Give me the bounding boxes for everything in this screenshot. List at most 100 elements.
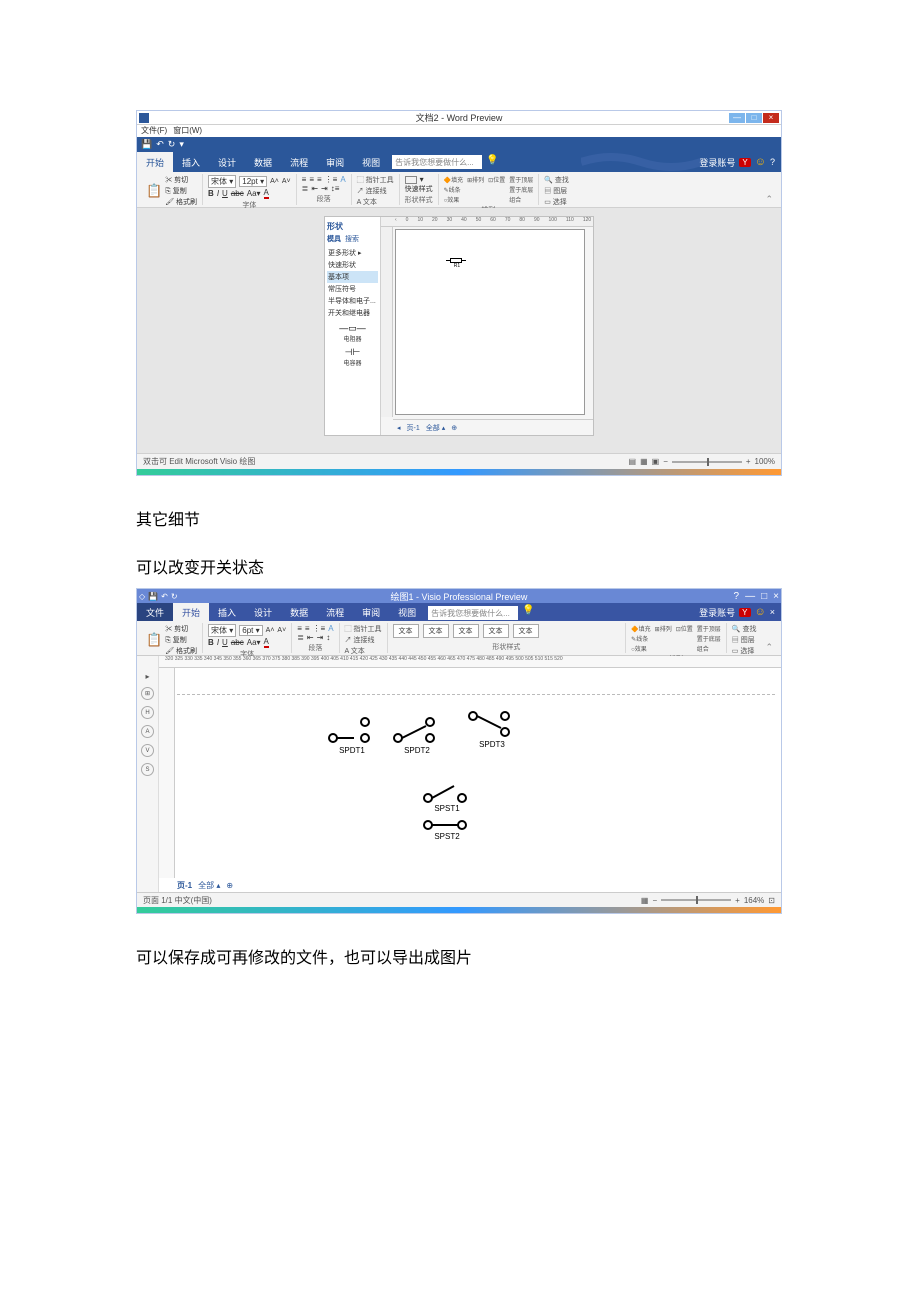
v-growfont-icon[interactable]: A˄ [266, 627, 275, 634]
v-drawing[interactable]: SPDT1SPDT2SPDT3SPST1SPST2 [177, 670, 775, 876]
style-icon[interactable]: A [340, 175, 345, 184]
align-center-icon[interactable]: ≡ [309, 175, 314, 184]
feedback-icon[interactable]: ☺ [755, 156, 766, 168]
help-icon[interactable]: ? [770, 157, 775, 167]
page-tab-1[interactable]: 页-1 [407, 423, 420, 433]
shape-capacitor[interactable]: ⊣⊢ 电容器 [327, 347, 378, 367]
shrink-font-icon[interactable]: A˅ [282, 178, 291, 185]
style-swatch[interactable]: 文本 [453, 624, 479, 638]
stencil-tab[interactable]: 模具 [327, 234, 341, 244]
grow-font-icon[interactable]: A˄ [270, 178, 279, 185]
v-aj-icon[interactable]: ≣ [297, 633, 304, 642]
v-save-icon[interactable]: 💾 [148, 592, 158, 601]
sp-pressure[interactable]: 常压符号 [327, 283, 378, 295]
vtab-design[interactable]: 设计 [245, 603, 281, 621]
case-btn[interactable]: Aa▾ [247, 189, 261, 198]
tool-a[interactable]: A [141, 725, 154, 738]
v-case[interactable]: Aa▾ [247, 638, 261, 647]
v-page-all[interactable]: 全部 ▴ [198, 880, 220, 891]
vtab-insert[interactable]: 插入 [209, 603, 245, 621]
close-btn[interactable]: × [763, 113, 779, 123]
strike-btn[interactable]: abc [231, 189, 244, 198]
paste-icon[interactable]: 📋 [146, 183, 162, 199]
visio-drawing-area[interactable]: ‹0102030405060708090100110120 R1 ◂ 页-1 全… [381, 217, 593, 435]
v-zoomout-icon[interactable]: − [652, 896, 657, 905]
v-fontname[interactable]: 宋体 ▾ [208, 624, 236, 637]
shape-rect-icon[interactable] [405, 176, 417, 184]
v-texttool-btn[interactable]: A 文本 [345, 646, 382, 656]
v-collapse-icon[interactable]: ⌃ [761, 642, 777, 653]
view-web-icon[interactable]: ▣ [652, 457, 660, 466]
vtab-process[interactable]: 流程 [317, 603, 353, 621]
sp-semiconductor[interactable]: 半导体和电子... [327, 295, 378, 307]
v-view-icon[interactable]: ▦ [641, 896, 649, 905]
resistor-shape[interactable]: R1 [446, 258, 468, 266]
v-zoomin-icon[interactable]: + [735, 896, 740, 905]
switch-spst1[interactable]: SPST1 [422, 782, 472, 813]
v-ind2-icon[interactable]: ⇥ [317, 633, 324, 642]
v-eff-btn[interactable]: ○效果 [631, 644, 651, 653]
qat-more-icon[interactable]: ▾ [179, 139, 184, 150]
font-name-select[interactable]: 宋体 ▾ [208, 175, 236, 188]
italic-btn[interactable]: I [217, 189, 219, 198]
fill-btn[interactable]: 🔶填充 [444, 175, 464, 184]
save-icon[interactable]: 💾 [141, 139, 152, 150]
v-close-icon[interactable]: × [773, 591, 779, 602]
position-btn[interactable]: ⊡位置 [488, 175, 505, 184]
tool-h[interactable]: H [141, 706, 154, 719]
v-pos-btn[interactable]: ⊡位置 [676, 624, 693, 633]
undo-icon[interactable]: ↶ [156, 139, 164, 150]
back-btn[interactable]: 置于底层 [509, 185, 533, 194]
v-fontcolor[interactable]: A [264, 637, 269, 648]
font-size-select[interactable]: 12pt ▾ [239, 176, 267, 187]
underline-btn[interactable]: U [222, 189, 228, 198]
bullets-icon[interactable]: ⋮≡ [325, 175, 338, 184]
v-close2-icon[interactable]: × [770, 607, 775, 617]
zoom-slider[interactable] [672, 461, 742, 463]
tool-pan[interactable]: ⊞ [141, 687, 154, 700]
tab-review[interactable]: 审阅 [317, 152, 353, 172]
v-fmtpaint-btn[interactable]: 🖌 格式刷 [165, 646, 197, 656]
v-line-btn[interactable]: ✎线条 [631, 634, 651, 643]
arrange-btn[interactable]: ⊞排列 [467, 175, 484, 184]
visio-embedded-object[interactable]: 形状 模具 搜索 更多形状 ▸ 快速形状 基本项 常压符号 半导体和电子... … [324, 216, 594, 436]
v-back-btn[interactable]: 置于底层 [697, 634, 721, 643]
v-copy-btn[interactable]: ⎘ 复制 [165, 635, 197, 645]
v-bul-icon[interactable]: ⋮≡ [313, 624, 326, 633]
notification-badge[interactable]: Y [739, 158, 750, 167]
v-ind1-icon[interactable]: ⇤ [307, 633, 314, 642]
page-all-tab[interactable]: 全部 ▴ [426, 423, 445, 433]
pointer-tool-btn[interactable]: ⬚ 指针工具 [357, 175, 394, 185]
switch-spdt1[interactable]: SPDT1 [327, 716, 377, 755]
select-btn[interactable]: ▭ 选择 [544, 197, 569, 207]
vtab-file[interactable]: 文件 [137, 603, 173, 621]
justify-icon[interactable]: ≣ [302, 184, 309, 193]
tab-view[interactable]: 视图 [353, 152, 389, 172]
zoom-value[interactable]: 100% [755, 457, 775, 466]
v-tellme[interactable]: 告诉我您想要做什么... [428, 606, 518, 620]
v-smiley-icon[interactable]: ☺ [755, 606, 766, 618]
expand-shapes-icon[interactable]: ▸ [145, 672, 149, 681]
style-swatch[interactable]: 文本 [393, 624, 419, 638]
v-undo-icon[interactable]: ↶ [161, 592, 168, 601]
switch-spst2[interactable]: SPST2 [422, 818, 472, 841]
v-zoom-value[interactable]: 164% [744, 896, 764, 905]
tellme-search[interactable]: 告诉我您想要做什么... [392, 155, 482, 169]
indent-dec-icon[interactable]: ⇤ [311, 184, 318, 193]
v-max-icon[interactable]: □ [761, 591, 767, 602]
zoom-in-icon[interactable]: + [746, 457, 751, 466]
v-cut-btn[interactable]: ✂ 剪切 [165, 624, 197, 634]
v-arr-btn[interactable]: ⊞排列 [655, 624, 672, 633]
v-login[interactable]: 登录账号 [699, 606, 735, 619]
bold-btn[interactable]: B [208, 189, 214, 198]
v-page-1[interactable]: 页-1 [177, 880, 192, 891]
v-help-icon[interactable]: ? [734, 591, 740, 602]
login-link[interactable]: 登录账号 [699, 156, 735, 169]
formatpainter-btn[interactable]: 🖌 格式刷 [165, 197, 197, 207]
v-zoom-slider[interactable] [661, 899, 731, 901]
copy-btn[interactable]: ⎘ 复制 [165, 186, 197, 196]
v-front-btn[interactable]: 置于顶层 [697, 624, 721, 633]
v-paste-icon[interactable]: 📋 [146, 632, 162, 648]
tab-insert[interactable]: 插入 [173, 152, 209, 172]
tool-v[interactable]: V [141, 744, 154, 757]
